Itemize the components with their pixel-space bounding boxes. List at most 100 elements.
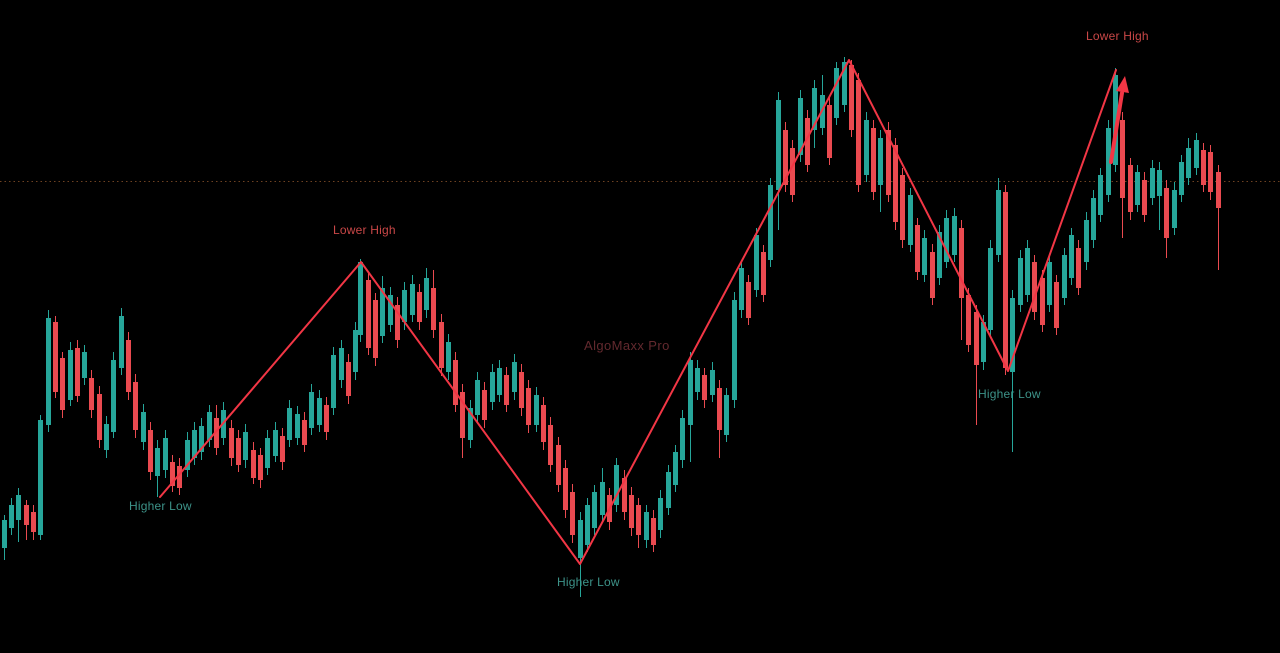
candle-body bbox=[526, 388, 531, 425]
candle-body bbox=[651, 518, 656, 545]
candle-body bbox=[937, 232, 942, 278]
candle-body bbox=[417, 292, 422, 322]
candle-body bbox=[563, 468, 568, 510]
candle bbox=[1172, 182, 1177, 235]
candle bbox=[287, 400, 292, 447]
candle-body bbox=[265, 438, 270, 468]
candle-body bbox=[644, 512, 649, 540]
candle-body bbox=[439, 322, 444, 368]
candle bbox=[622, 470, 627, 520]
candle-body bbox=[1113, 75, 1118, 165]
candle-body bbox=[783, 130, 788, 185]
candle bbox=[1018, 250, 1023, 312]
candle bbox=[346, 354, 351, 404]
candle bbox=[104, 416, 109, 458]
candle bbox=[75, 340, 80, 402]
candle bbox=[388, 287, 393, 332]
candle bbox=[768, 178, 773, 267]
candle bbox=[468, 400, 473, 448]
candle-body bbox=[798, 98, 803, 155]
candle bbox=[417, 284, 422, 330]
candle-body bbox=[16, 495, 21, 520]
candle-body bbox=[1003, 192, 1008, 368]
candle bbox=[395, 297, 400, 348]
candle-body bbox=[1179, 162, 1184, 195]
candle bbox=[570, 484, 575, 543]
zigzag-line bbox=[159, 59, 1117, 565]
candle-body bbox=[31, 512, 36, 532]
candle-body bbox=[1032, 262, 1037, 312]
candle-body bbox=[790, 148, 795, 195]
candle bbox=[309, 384, 314, 435]
candle-body bbox=[302, 420, 307, 445]
candle bbox=[915, 218, 920, 280]
candle bbox=[339, 340, 344, 388]
candle-body bbox=[834, 68, 839, 118]
swing-label-lower-high-2: Lower High bbox=[1086, 29, 1149, 43]
candle bbox=[1135, 165, 1140, 212]
candle-body bbox=[104, 424, 109, 450]
candle-body bbox=[556, 445, 561, 485]
candle bbox=[658, 490, 663, 538]
candle-body bbox=[966, 295, 971, 345]
candle bbox=[475, 372, 480, 422]
candle-body bbox=[1164, 188, 1169, 238]
candle bbox=[163, 430, 168, 478]
candle bbox=[1216, 165, 1221, 270]
candle-body bbox=[915, 225, 920, 272]
candle-body bbox=[1201, 150, 1206, 185]
candle bbox=[1201, 143, 1206, 192]
candle-body bbox=[148, 430, 153, 472]
candle-body bbox=[959, 228, 964, 298]
candle bbox=[111, 352, 116, 438]
candle bbox=[636, 498, 641, 548]
candle-body bbox=[1172, 190, 1177, 228]
candle-body bbox=[629, 495, 634, 528]
candle-body bbox=[717, 388, 722, 430]
candle bbox=[2, 515, 7, 560]
candle bbox=[1010, 290, 1015, 452]
candle bbox=[519, 364, 524, 416]
candle-body bbox=[930, 252, 935, 298]
candle bbox=[944, 210, 949, 268]
candle-body bbox=[446, 342, 451, 372]
candle-body bbox=[1054, 282, 1059, 328]
candle-body bbox=[243, 432, 248, 460]
candle bbox=[1040, 270, 1045, 332]
candle-body bbox=[133, 382, 138, 430]
candle-body bbox=[346, 362, 351, 396]
candle bbox=[893, 138, 898, 230]
candle-body bbox=[944, 218, 949, 262]
swing-label-higher-low-1: Higher Low bbox=[129, 499, 192, 513]
candle-body bbox=[827, 105, 832, 158]
candle bbox=[424, 268, 429, 318]
candle-body bbox=[410, 284, 415, 315]
candle-body bbox=[424, 278, 429, 310]
candle-body bbox=[207, 412, 212, 440]
candle-body bbox=[119, 316, 124, 368]
candle-body bbox=[185, 440, 190, 470]
candle-body bbox=[46, 318, 51, 425]
candle-body bbox=[155, 448, 160, 476]
candle bbox=[353, 322, 358, 380]
candle bbox=[1179, 155, 1184, 202]
candle-body bbox=[666, 472, 671, 508]
candle bbox=[482, 382, 487, 428]
candle bbox=[1025, 240, 1030, 302]
candle-body bbox=[805, 118, 810, 165]
candle bbox=[38, 415, 43, 540]
candle-body bbox=[170, 462, 175, 486]
candle bbox=[280, 428, 285, 470]
candle bbox=[446, 334, 451, 380]
candle-body bbox=[512, 362, 517, 392]
candle bbox=[952, 208, 957, 262]
candle-body bbox=[688, 360, 693, 425]
candle bbox=[974, 305, 979, 425]
candle-body bbox=[658, 498, 663, 530]
candle bbox=[548, 417, 553, 472]
candle-body bbox=[600, 482, 605, 515]
candle bbox=[592, 485, 597, 535]
candle-body bbox=[236, 438, 241, 465]
candle-body bbox=[761, 252, 766, 295]
